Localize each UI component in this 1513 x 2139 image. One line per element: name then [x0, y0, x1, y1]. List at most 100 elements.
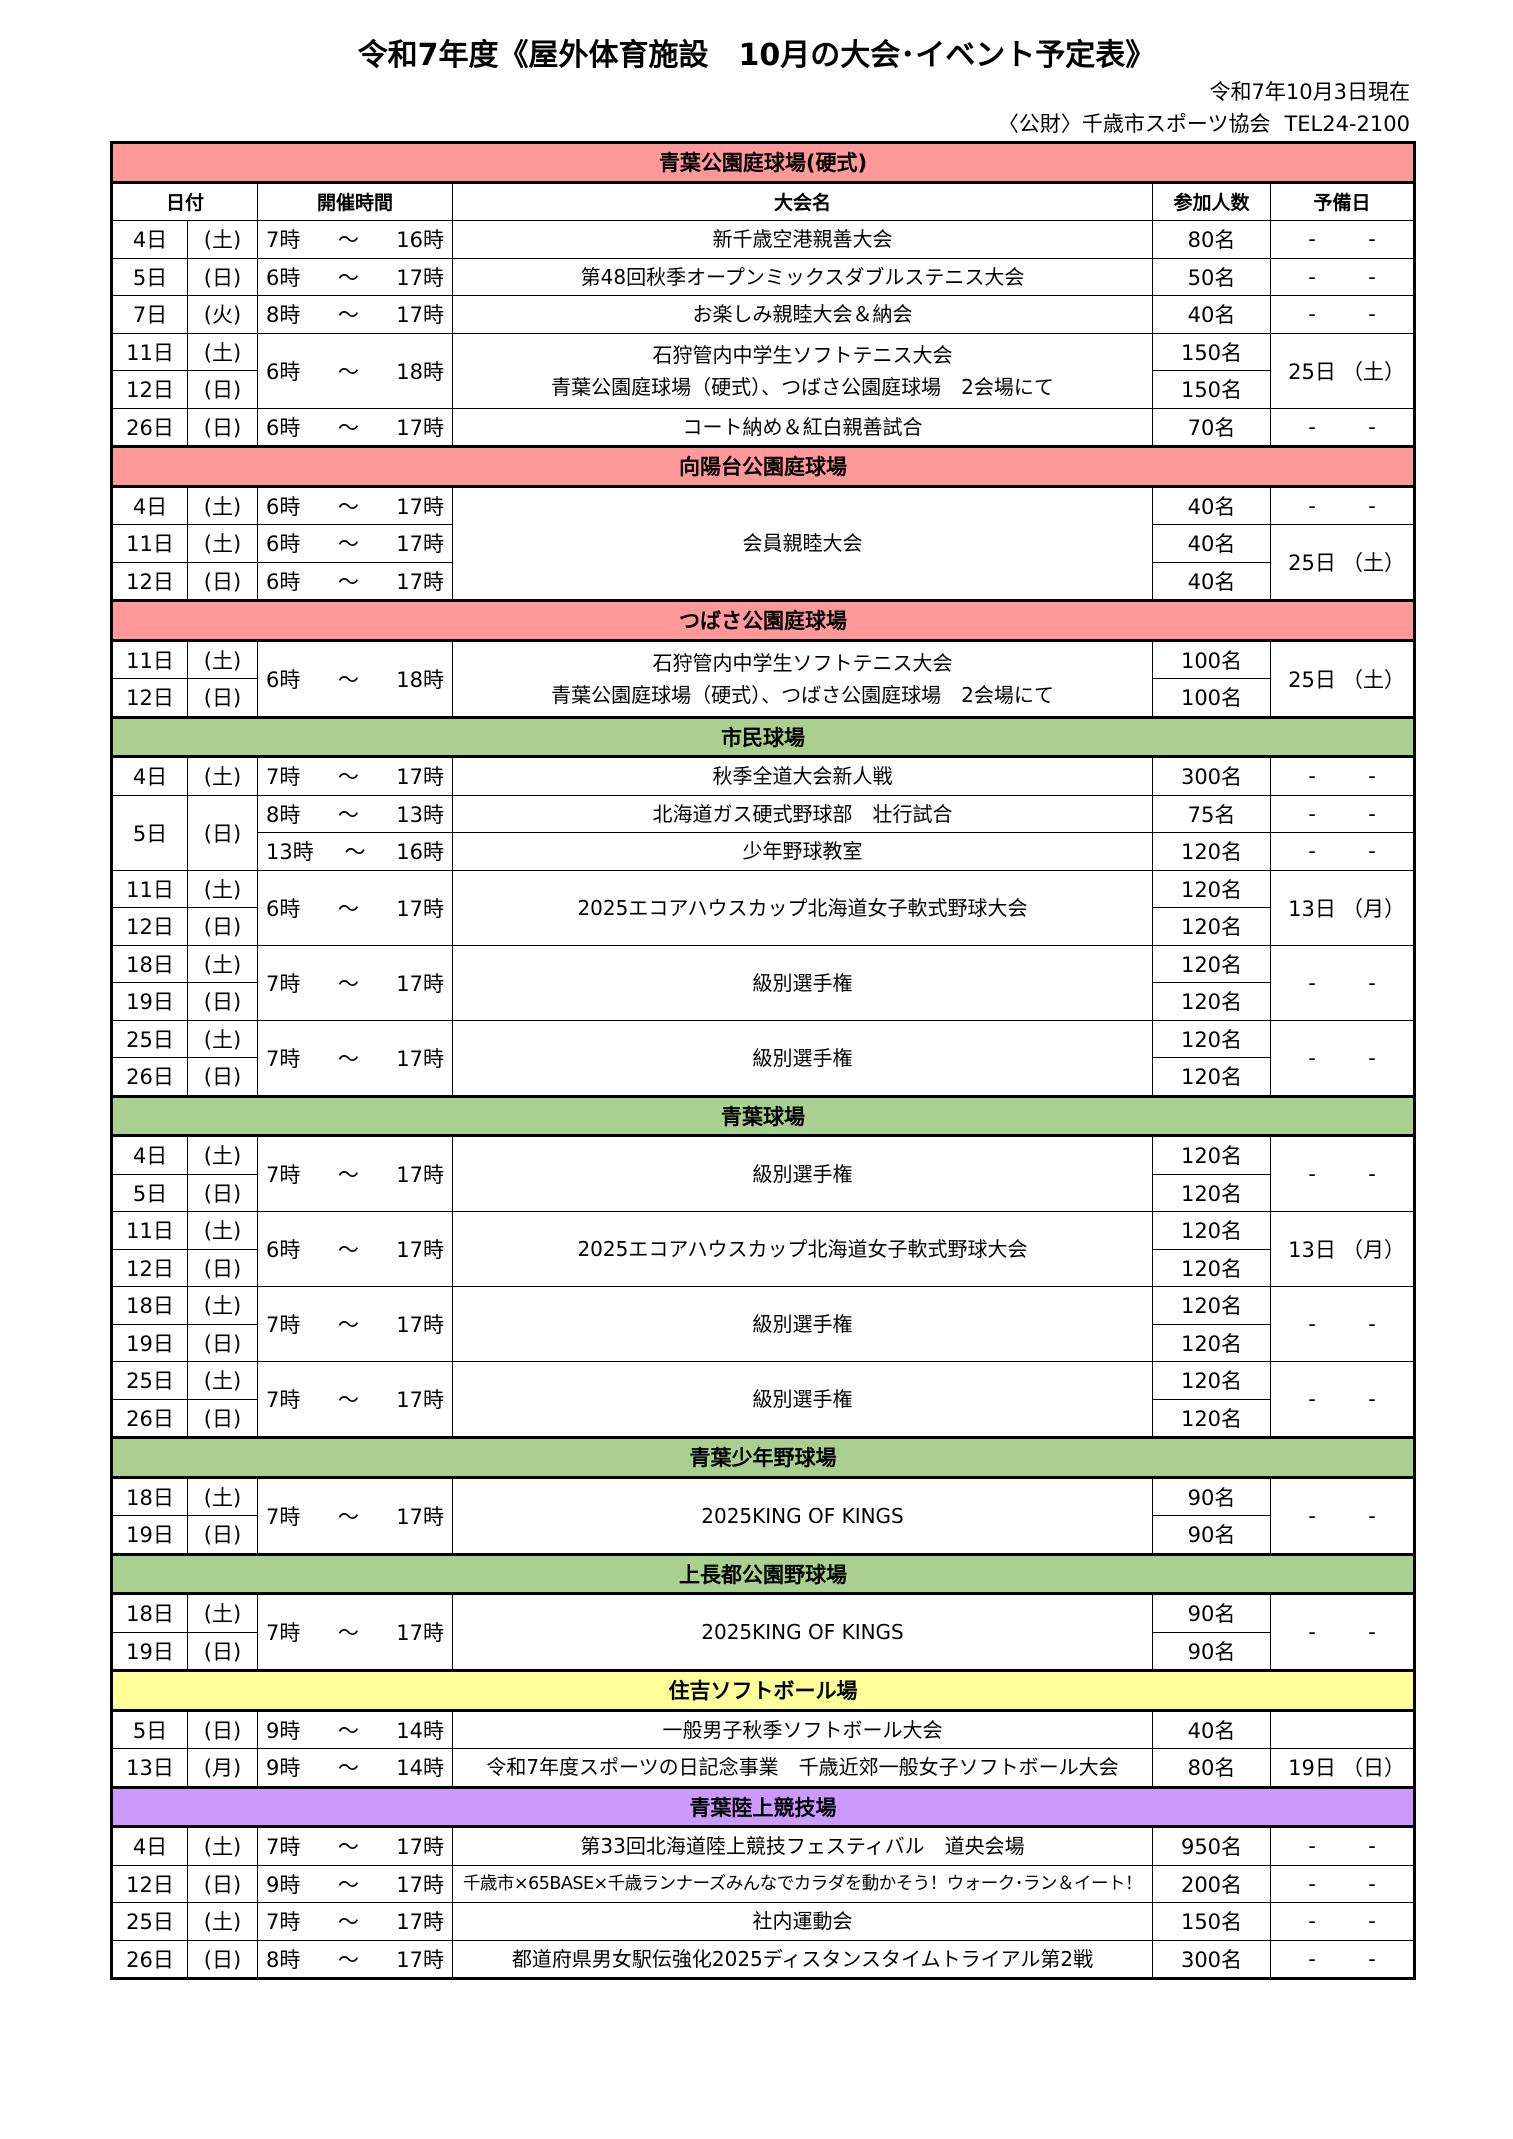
- date-day: 5日: [111, 257, 188, 296]
- date-day: 11日: [111, 524, 188, 563]
- date-day: 18日: [111, 1593, 188, 1633]
- time-to: 14時: [396, 1756, 444, 1781]
- time-to: 17時: [396, 415, 444, 440]
- event-name-line: 2025KING OF KINGS: [701, 1620, 904, 1644]
- reserve-weekday: -: [1368, 1503, 1376, 1528]
- participant-count: 50名: [1152, 257, 1271, 296]
- event-name-line: 第33回北海道陸上競技フェスティバル 道央会場: [580, 1834, 1025, 1859]
- date-weekday: (土): [187, 869, 258, 908]
- column-header-row: 日付 開催時間 大会名 参加人数 予備日: [111, 181, 1416, 221]
- time-from: 6時: [266, 667, 301, 692]
- reserve-date: 13日: [1288, 1238, 1336, 1262]
- date-day: 12日: [111, 370, 188, 409]
- table-row: 25日 (土) 7時 17時～社内運動会 150名 - -: [111, 1902, 1416, 1941]
- event-name: 2025KING OF KINGS: [452, 1476, 1153, 1555]
- table-row: 5日 (日) 8時 13時～北海道ガス硬式野球部 壮行試合 75名 - -: [111, 794, 1416, 871]
- participant-count: 120名: [1152, 1398, 1271, 1438]
- participant-count: 120名: [1152, 1286, 1271, 1325]
- date-day: 25日: [111, 1902, 188, 1941]
- event-name: 北海道ガス硬式野球部 壮行試合: [452, 794, 1153, 833]
- table-row: 12日 (日) 150名: [111, 370, 1415, 409]
- date-day: 5日: [111, 1709, 188, 1749]
- section-header-row: 向陽台公園庭球場: [110, 445, 1416, 488]
- time-from: 7時: [266, 228, 301, 253]
- reserve-date: 25日: [1288, 359, 1336, 384]
- reserve-weekday: -: [1368, 414, 1376, 439]
- event-name: 級別選手権: [452, 944, 1153, 1021]
- reserve-date: -: [1308, 1620, 1316, 1644]
- date-weekday: (土): [187, 1476, 258, 1516]
- reserve-weekday: -: [1368, 839, 1376, 864]
- participant-count: 120名: [1152, 982, 1271, 1021]
- table-row: 11日 (土) 6時 17時 ～ 2025エコアハウスカップ北海道女子軟式野球大会 120名…: [111, 869, 1416, 946]
- date-weekday: (土): [187, 220, 258, 259]
- date-weekday: (日): [187, 678, 258, 718]
- time-from: 6時: [266, 569, 301, 594]
- reserve-weekday: -: [1368, 1909, 1376, 1934]
- date-day: 26日: [111, 1939, 188, 1979]
- date-weekday: (土): [187, 524, 258, 563]
- event-name: 令和7年度スポーツの日記念事業 千歳近郊一般女子ソフトボール大会: [452, 1748, 1153, 1788]
- reserve-weekday: （月）: [1342, 896, 1406, 921]
- date-day: 4日: [111, 1135, 188, 1175]
- time-to: 17時: [396, 265, 444, 290]
- date-day: 5日: [111, 1173, 188, 1212]
- reserve-weekday: -: [1368, 1871, 1376, 1896]
- time-to: 18時: [396, 667, 444, 692]
- participant-count: 950名: [1152, 1826, 1271, 1866]
- event-name-line: 2025KING OF KINGS: [701, 1503, 904, 1528]
- time-separator: ～: [337, 971, 359, 996]
- reserve-date: -: [1308, 414, 1316, 439]
- reserve-date: -: [1308, 1871, 1316, 1896]
- time-to: 17時: [396, 569, 444, 594]
- event-name: 級別選手権: [452, 1361, 1153, 1438]
- date-weekday: (日): [187, 561, 258, 601]
- date-day: 19日: [111, 1323, 188, 1362]
- section-header-row: 青葉球場: [110, 1094, 1416, 1137]
- table-row: 7日 (火) 8時 17時～お楽しみ親睦大会＆納会 40名 - -: [111, 295, 1416, 334]
- reserve-date: 25日: [1288, 551, 1336, 575]
- time-separator: ～: [337, 1238, 359, 1262]
- event-name: 社内運動会: [452, 1902, 1153, 1941]
- date-weekday: (日): [187, 1515, 258, 1555]
- reserve-day: --: [1269, 944, 1416, 1021]
- date-day: 4日: [111, 220, 188, 259]
- reserve-day: 25日 （土）: [1269, 332, 1416, 409]
- reserve-weekday: -: [1368, 264, 1376, 289]
- time-range: 8時 17時 ～: [257, 1939, 453, 1979]
- time-from: 8時: [266, 1947, 301, 1972]
- time-from: 9時: [266, 1718, 301, 1743]
- time-range: 6時 18時 ～: [257, 639, 453, 718]
- reserve-day: --: [1269, 832, 1416, 871]
- time-to: 17時: [396, 1238, 444, 1262]
- date-day: 12日: [111, 678, 188, 718]
- time-range: 6時 17時 ～: [257, 257, 453, 296]
- participant-count: 120名: [1152, 869, 1271, 908]
- participant-count: 120名: [1152, 1019, 1271, 1058]
- time-to: 13時: [396, 802, 444, 827]
- reserve-date: -: [1308, 1162, 1316, 1186]
- time-from: 6時: [266, 896, 301, 921]
- participant-count: 100名: [1152, 678, 1271, 718]
- time-from: 8時: [266, 802, 301, 827]
- date-weekday: (土): [187, 1361, 258, 1400]
- reserve-weekday: -: [1368, 1946, 1376, 1971]
- time-from: 7時: [266, 1504, 301, 1529]
- time-to: 17時: [396, 1313, 444, 1337]
- table-row: 13日 (月) 9時 14時 ～ 令和7年度スポーツの日記念事業 千歳近郊一般女子ソフトボ…: [111, 1748, 1416, 1788]
- reserve-weekday: -: [1368, 1387, 1376, 1411]
- time-range: 8時 13時 ～: [257, 794, 453, 833]
- date-weekday: (日): [187, 794, 258, 871]
- participant-count: 40名: [1152, 1709, 1271, 1749]
- date-weekday: (土): [187, 1135, 258, 1175]
- time-range: 6時 17時 ～: [257, 869, 453, 946]
- date-weekday: (日): [187, 1631, 258, 1671]
- reserve-day: --: [1269, 1361, 1416, 1438]
- date-weekday: (日): [187, 1323, 258, 1362]
- event-name-line: 級別選手権: [752, 1162, 853, 1186]
- participant-count: 70名: [1152, 407, 1271, 447]
- date-day: 7日: [111, 295, 188, 334]
- reserve-date: -: [1308, 264, 1316, 289]
- date-day: 26日: [111, 1057, 188, 1097]
- table-row: 11日 (土) 6時 18時 ～ 石狩管内中学生ソフトテニス大会 青葉公園庭球場（硬式）、つ…: [111, 332, 1416, 409]
